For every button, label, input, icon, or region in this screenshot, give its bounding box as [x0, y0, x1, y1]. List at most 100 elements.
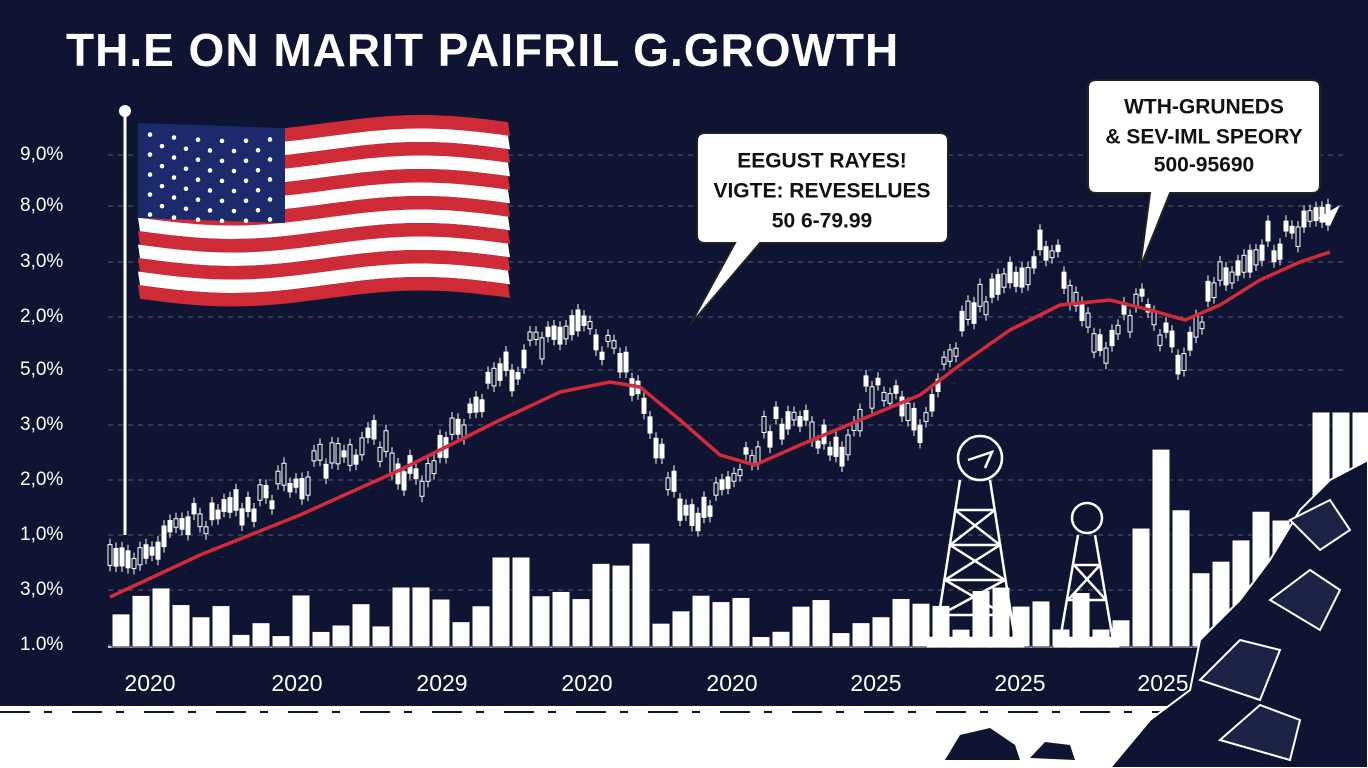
candle-body — [575, 309, 581, 332]
candle-body — [1235, 260, 1241, 276]
candle-body — [287, 482, 293, 493]
volume-bar — [251, 622, 271, 648]
candle-body — [233, 489, 239, 511]
candle-body — [437, 434, 443, 458]
flag-star — [147, 192, 153, 197]
x-axis-label: 2025 — [994, 670, 1045, 696]
rock-facets — [1198, 498, 1352, 762]
candle-body — [893, 385, 899, 394]
candle-body — [599, 351, 605, 360]
callout-text: & SEV-IML SPEORY — [1105, 126, 1302, 149]
flag-star — [183, 166, 189, 172]
flag-star — [255, 167, 261, 173]
flag-star — [231, 188, 237, 194]
candle-body — [1127, 315, 1133, 333]
flag-stripe — [138, 236, 510, 266]
candle-body — [1181, 353, 1187, 371]
candle-body — [965, 300, 971, 320]
candle-body — [1169, 330, 1175, 348]
candle-body — [947, 349, 953, 362]
flag-star — [219, 178, 225, 184]
flag-star — [231, 148, 237, 154]
candle-body — [1313, 207, 1319, 222]
volume-bar — [571, 598, 591, 648]
candle-body — [1271, 250, 1277, 263]
candle-body — [683, 504, 689, 516]
candle-body — [815, 440, 821, 449]
candle-body — [377, 446, 383, 462]
volume-bar — [871, 616, 891, 648]
candle-body — [173, 518, 179, 528]
candle-body — [365, 427, 371, 438]
flag-star — [171, 215, 177, 220]
candle-body — [1031, 256, 1037, 269]
labels: TH.E ON MARIT PAIFRIL G.GROWTH 9,0% 8,0% 3,… — [20, 24, 1346, 757]
y-axis-label: 2,0% — [20, 306, 63, 327]
flag-star — [255, 147, 261, 153]
candle-body — [491, 367, 497, 387]
volume-bar — [471, 605, 491, 648]
flag-stripe — [138, 209, 510, 239]
flag-star — [231, 168, 237, 174]
flag-star — [219, 138, 225, 144]
volume-bar — [211, 605, 231, 648]
x-axis-label: 2020 — [124, 670, 175, 696]
candle-body — [215, 509, 221, 520]
candle-body — [917, 424, 923, 444]
flag-star — [219, 198, 225, 204]
volume-bar — [831, 632, 851, 648]
flag-star — [195, 177, 201, 183]
candle-body — [1067, 284, 1073, 305]
candle-body — [551, 325, 557, 340]
candle-body — [329, 442, 335, 464]
candle-body — [719, 479, 725, 491]
candle-body — [1103, 347, 1109, 364]
volume-bar — [531, 595, 551, 648]
candle-body — [959, 310, 965, 332]
candle-body — [161, 525, 167, 548]
flag-star — [159, 183, 165, 189]
volume-bar — [1131, 527, 1151, 648]
y-axis-label: 1.0% — [20, 634, 63, 655]
flag-star — [231, 208, 237, 214]
candle-body — [989, 278, 995, 298]
callout-text: WTH-GRUNEDS — [1124, 96, 1284, 119]
flag-stripe — [138, 263, 510, 293]
candle-body — [1001, 273, 1007, 288]
rock — [1108, 458, 1368, 768]
candle-body — [275, 470, 281, 485]
candle-body — [137, 547, 143, 566]
candle-body — [239, 508, 245, 526]
candle-body — [731, 472, 737, 482]
flag-star — [243, 158, 249, 164]
candle-body — [797, 416, 803, 427]
candle-body — [1277, 243, 1283, 260]
x-axis-label: 2020 — [561, 670, 612, 696]
candle-body — [767, 431, 773, 448]
candle-body — [887, 393, 893, 404]
candle-body — [1115, 324, 1121, 335]
volume-bar — [191, 616, 211, 648]
volume-bar — [511, 556, 531, 648]
candle-body — [119, 547, 125, 567]
candle-body — [1193, 315, 1199, 338]
candle-body — [1097, 334, 1103, 352]
callout-text: EEGUST RAYES! — [737, 150, 907, 173]
candle-body — [761, 415, 767, 434]
candle-body — [335, 443, 341, 465]
candle-body — [395, 463, 401, 485]
candle-body — [515, 372, 521, 380]
candle-body — [1283, 220, 1289, 232]
candle-body — [203, 526, 209, 535]
candle-body — [695, 512, 701, 532]
candle-body — [671, 470, 677, 492]
candle-body — [389, 452, 395, 474]
volume-bar — [851, 622, 871, 648]
x-axis-label: 2020 — [706, 670, 757, 696]
y-axis-label: 3,0% — [20, 414, 63, 435]
candle-body — [665, 477, 671, 491]
candle-body — [305, 476, 311, 496]
volume-bar — [1151, 448, 1171, 648]
candle-body — [1043, 246, 1049, 261]
candle-body — [791, 411, 797, 421]
